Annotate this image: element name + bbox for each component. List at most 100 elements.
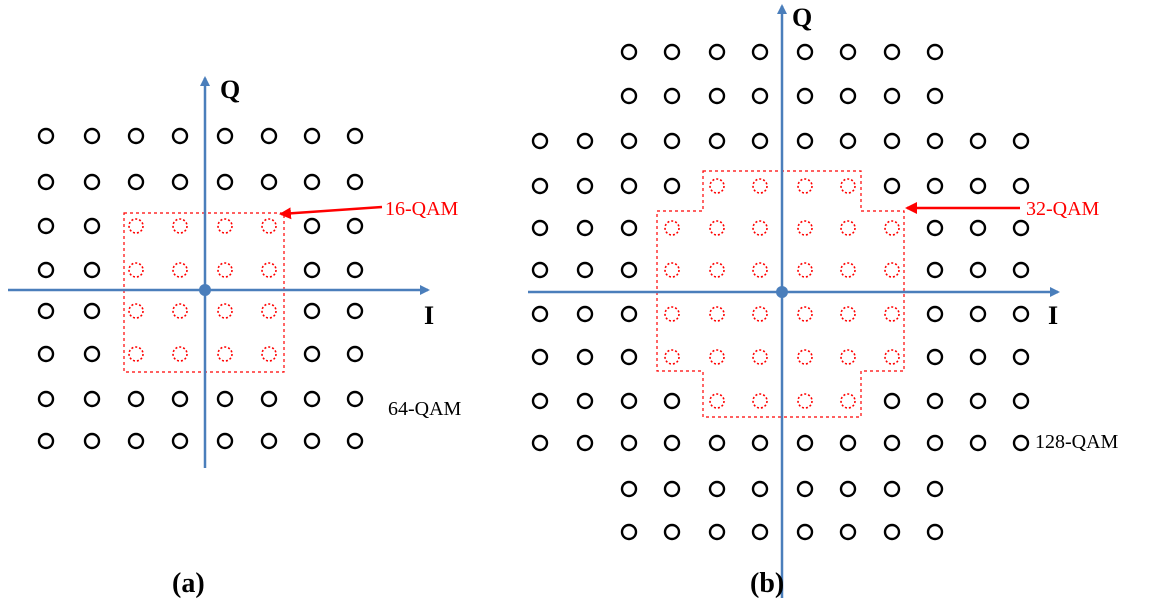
constellation-point — [83, 261, 101, 279]
constellation-point — [83, 217, 101, 235]
constellation-point — [926, 132, 944, 150]
constellation-point — [926, 261, 944, 279]
constellation-point — [883, 177, 901, 195]
constellation-point — [171, 432, 189, 450]
inner-16qam-region — [123, 212, 285, 373]
inner-constellation-point — [664, 306, 680, 322]
constellation-point — [839, 87, 857, 105]
inner-constellation-point — [752, 220, 768, 236]
inner-constellation-point — [664, 220, 680, 236]
constellation-point — [576, 177, 594, 195]
constellation-point — [37, 432, 55, 450]
inner-constellation-point — [709, 178, 725, 194]
i-axis-label-a: I — [424, 301, 434, 330]
constellation-point — [883, 392, 901, 410]
constellation-point — [708, 434, 726, 452]
constellation-point — [969, 177, 987, 195]
constellation-point — [83, 432, 101, 450]
inner-constellation-point — [840, 220, 856, 236]
constellation-a-points — [37, 127, 364, 450]
constellation-point — [303, 432, 321, 450]
constellation-point — [576, 261, 594, 279]
constellation-point — [926, 523, 944, 541]
constellation-point — [346, 217, 364, 235]
constellation-point — [839, 132, 857, 150]
constellation-point — [751, 480, 769, 498]
inner-constellation-point — [752, 178, 768, 194]
constellation-point — [531, 177, 549, 195]
constellation-point — [346, 173, 364, 191]
constellation-point — [37, 127, 55, 145]
constellation-point — [839, 434, 857, 452]
constellation-point — [576, 434, 594, 452]
inner-constellation-point — [172, 346, 188, 362]
inner-constellation-point — [172, 218, 188, 234]
constellation-point — [969, 305, 987, 323]
constellation-point — [127, 390, 145, 408]
constellation-point — [620, 87, 638, 105]
inner-constellation-point — [709, 349, 725, 365]
constellation-point — [620, 261, 638, 279]
constellation-point — [37, 217, 55, 235]
i-axis-label-b: I — [1048, 301, 1058, 330]
inner-constellation-point — [884, 349, 900, 365]
constellation-point — [216, 390, 234, 408]
constellation-point — [576, 392, 594, 410]
constellation-point — [839, 43, 857, 61]
constellation-point — [883, 434, 901, 452]
constellation-point — [751, 43, 769, 61]
constellation-point — [663, 43, 681, 61]
inner-constellation-point — [664, 349, 680, 365]
constellation-point — [260, 173, 278, 191]
origin-dot-a — [199, 284, 211, 296]
constellation-point — [796, 480, 814, 498]
constellation-point — [620, 43, 638, 61]
constellation-point — [663, 87, 681, 105]
constellation-point — [260, 432, 278, 450]
constellation-point — [926, 219, 944, 237]
constellation-point — [576, 132, 594, 150]
constellation-point — [531, 392, 549, 410]
constellation-point — [83, 127, 101, 145]
constellation-point — [303, 302, 321, 320]
inner-constellation-point — [709, 220, 725, 236]
constellation-point — [969, 219, 987, 237]
constellation-point — [37, 302, 55, 320]
inner-constellation-point — [797, 220, 813, 236]
inner-constellation-point — [261, 303, 277, 319]
inner-32qam-region — [656, 170, 905, 418]
inner-constellation-point — [709, 262, 725, 278]
constellation-point — [663, 480, 681, 498]
constellation-point — [620, 219, 638, 237]
inner-constellation-point — [128, 303, 144, 319]
constellation-point — [708, 43, 726, 61]
constellation-point — [346, 302, 364, 320]
constellation-point — [620, 132, 638, 150]
constellation-point — [1012, 132, 1030, 150]
inner-constellation-point — [261, 346, 277, 362]
inner-constellation-point — [797, 262, 813, 278]
constellation-point — [620, 348, 638, 366]
inner-constellation-point — [840, 393, 856, 409]
constellation-point — [708, 132, 726, 150]
constellation-point — [969, 348, 987, 366]
inner-constellation-point — [752, 349, 768, 365]
constellation-point — [926, 348, 944, 366]
constellation-point — [260, 390, 278, 408]
constellation-point — [531, 219, 549, 237]
label-64qam: 64-QAM — [388, 398, 462, 420]
constellation-point — [751, 523, 769, 541]
constellation-point — [576, 348, 594, 366]
constellation-point — [926, 177, 944, 195]
constellation-point — [620, 434, 638, 452]
constellation-point — [171, 390, 189, 408]
constellation-point — [531, 434, 549, 452]
inner-constellation-point — [840, 178, 856, 194]
constellation-point — [883, 480, 901, 498]
inner-constellation-point — [752, 262, 768, 278]
constellation-point — [969, 392, 987, 410]
constellation-point — [303, 173, 321, 191]
constellation-point — [83, 345, 101, 363]
constellation-point — [1012, 305, 1030, 323]
